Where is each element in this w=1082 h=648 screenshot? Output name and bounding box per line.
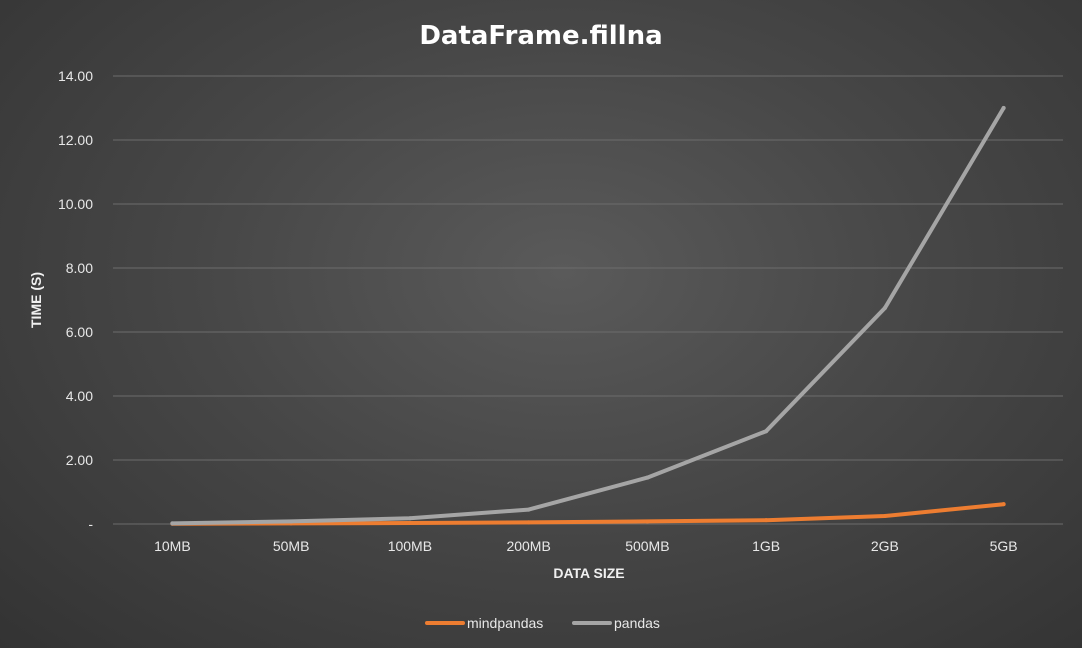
y-tick-label: 14.00 <box>58 68 93 84</box>
data-point-pandas <box>170 521 175 526</box>
data-point-pandas <box>526 507 531 512</box>
x-tick-label: 2GB <box>871 538 899 554</box>
data-point-pandas <box>764 429 769 434</box>
legend: mindpandas pandas <box>425 615 660 631</box>
data-point-mindpandas <box>645 519 650 524</box>
x-tick-label: 200MB <box>506 538 550 554</box>
data-point-mindpandas <box>764 518 769 523</box>
data-point-pandas <box>645 475 650 480</box>
y-tick-label: 12.00 <box>58 132 93 148</box>
legend-label: mindpandas <box>467 615 543 631</box>
legend-item-pandas: pandas <box>572 615 660 631</box>
series-line-pandas <box>170 106 1006 526</box>
data-point-mindpandas <box>1001 502 1006 507</box>
legend-label: pandas <box>614 615 660 631</box>
y-tick-label: 2.00 <box>66 452 93 468</box>
data-point-pandas <box>1001 106 1006 110</box>
x-tick-label: 100MB <box>388 538 432 554</box>
x-tick-label: 50MB <box>273 538 310 554</box>
x-tick-label: 1GB <box>752 538 780 554</box>
series-lines <box>170 106 1006 526</box>
y-tick-label: 8.00 <box>66 260 93 276</box>
chart-title: DataFrame.fillna <box>419 21 662 51</box>
x-axis-title: DATA SIZE <box>553 565 624 581</box>
x-tick-label: 5GB <box>990 538 1018 554</box>
y-axis-title: TIME (S) <box>28 272 44 328</box>
x-tick-label: 10MB <box>154 538 191 554</box>
data-point-mindpandas <box>407 521 412 526</box>
legend-item-mindpandas: mindpandas <box>425 615 543 631</box>
y-axis-ticks: - 2.00 4.00 6.00 8.00 10.00 12.00 14.00 <box>58 68 93 532</box>
y-tick-label: 6.00 <box>66 324 93 340</box>
y-tick-label: - <box>88 516 93 532</box>
data-point-pandas <box>882 306 887 310</box>
y-tick-label: 4.00 <box>66 388 93 404</box>
x-axis-ticks: 10MB 50MB 100MB 200MB 500MB 1GB 2GB 5GB <box>154 538 1018 554</box>
x-tick-label: 500MB <box>625 538 669 554</box>
data-point-mindpandas <box>526 520 531 525</box>
data-point-mindpandas <box>882 514 887 518</box>
data-point-pandas <box>289 519 294 524</box>
y-tick-label: 10.00 <box>58 196 93 212</box>
series-line-mindpandas <box>170 502 1006 526</box>
gridlines <box>113 75 1063 525</box>
data-point-pandas <box>407 516 412 521</box>
